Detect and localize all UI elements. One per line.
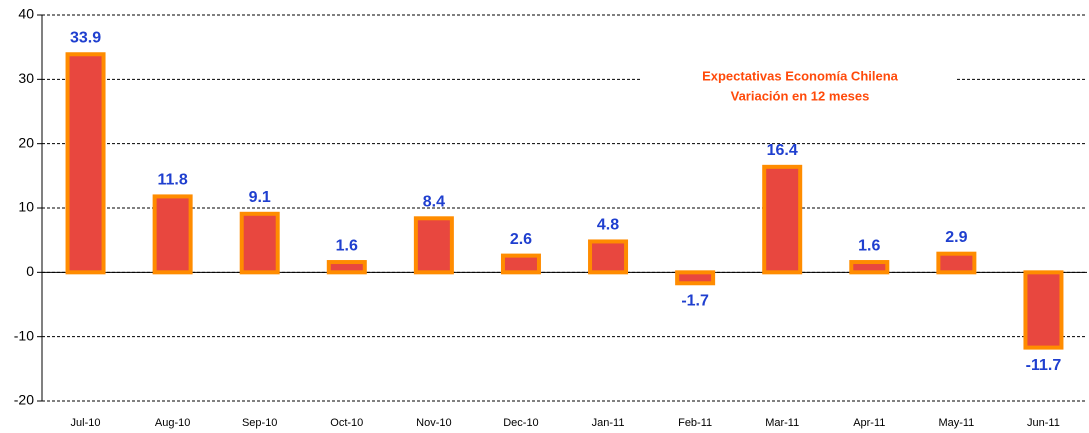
value-label: 2.9	[945, 229, 967, 246]
y-tick-label: 20	[18, 134, 34, 150]
x-tick-label: Nov-10	[416, 417, 451, 429]
x-tick-label: Oct-10	[330, 417, 363, 429]
y-tick-label: 30	[18, 70, 34, 86]
bar	[675, 270, 716, 286]
title-box	[640, 66, 956, 112]
x-tick-label: Sep-10	[242, 417, 277, 429]
value-label: 1.6	[858, 237, 880, 254]
x-tick-label: Aug-10	[155, 417, 190, 429]
value-label: -11.7	[1026, 357, 1062, 374]
value-label: 9.1	[249, 189, 271, 206]
bar	[239, 211, 280, 275]
bar	[326, 260, 367, 275]
bar	[413, 216, 454, 275]
bar	[849, 260, 890, 275]
bar	[762, 164, 803, 275]
y-tick-label: -20	[14, 392, 34, 408]
y-tick-label: 40	[18, 6, 34, 22]
x-tick-label: Jun-11	[1027, 417, 1060, 429]
value-label: 1.6	[336, 237, 358, 254]
value-label: 16.4	[767, 142, 798, 159]
y-tick-label: -10	[14, 327, 34, 343]
x-tick-label: Jan-11	[592, 417, 625, 429]
bar	[1023, 270, 1064, 350]
value-label: 33.9	[70, 29, 101, 46]
x-tick-label: May-11	[938, 417, 974, 429]
value-label: 8.4	[423, 194, 445, 211]
value-label: 4.8	[597, 217, 619, 234]
chart-title: Expectativas Economía Chilena	[702, 68, 899, 83]
value-label: 11.8	[157, 172, 187, 189]
chart-subtitle: Variación en 12 meses	[731, 88, 870, 103]
x-tick-label: Dec-10	[503, 417, 538, 429]
value-label: -1.7	[681, 292, 709, 309]
y-tick-label: 10	[18, 199, 34, 215]
bar	[588, 239, 629, 275]
x-tick-label: Apr-11	[853, 417, 885, 429]
bar	[152, 194, 193, 275]
bar	[500, 253, 541, 275]
y-tick-label: 0	[26, 263, 34, 279]
value-label: 2.6	[510, 231, 532, 248]
x-tick-label: Mar-11	[765, 417, 799, 429]
bar	[936, 251, 977, 275]
x-tick-label: Feb-11	[678, 417, 712, 429]
x-tick-label: Jul-10	[71, 417, 101, 429]
bar	[65, 52, 106, 275]
